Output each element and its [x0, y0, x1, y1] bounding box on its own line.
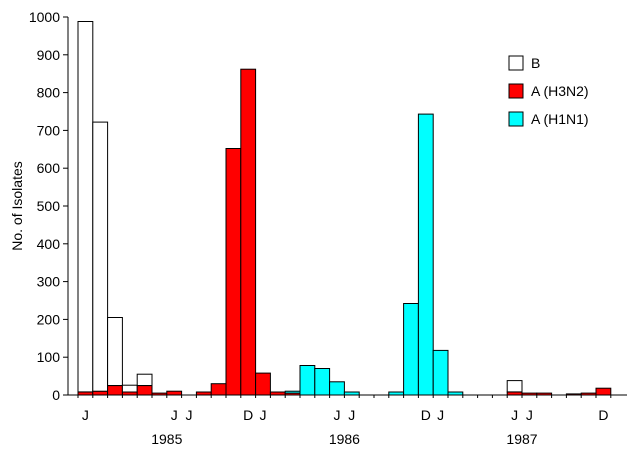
bar-a-h3n2-6	[166, 390, 183, 396]
bar-a-h1n1-17	[329, 381, 345, 396]
x-month-label: J	[186, 407, 193, 423]
bar-a-h3n2-4	[136, 385, 153, 396]
legend-swatch	[508, 83, 524, 99]
y-tick-label: 800	[37, 85, 61, 101]
legend-label: A (H1N1)	[531, 111, 589, 127]
bar-a-h1n1-15	[299, 365, 316, 396]
y-tick-label: 100	[37, 349, 61, 365]
x-month-label: J	[334, 407, 341, 423]
y-tick-label: 600	[37, 160, 61, 176]
bar-a-h3n2-10	[225, 148, 242, 396]
y-tick-label: 500	[37, 198, 61, 214]
x-month-label: J	[82, 407, 89, 423]
y-tick-label: 900	[37, 47, 61, 63]
bar-a-h3n2-2	[107, 385, 123, 396]
bars-group	[77, 21, 612, 396]
x-year-label: 1986	[329, 431, 360, 447]
bar-a-h3n2-35	[595, 387, 612, 396]
y-tick-label: 1000	[29, 9, 60, 25]
bar-a-h3n2-9	[210, 383, 227, 396]
x-year-label: 1987	[506, 431, 537, 447]
legend: B A (H3N2) A (H1N1)	[508, 55, 589, 127]
y-tick-label: 200	[37, 311, 61, 327]
y-tick-label: 700	[37, 122, 61, 138]
bar-a-h3n2-12	[255, 372, 271, 396]
bar-a-h1n1-22	[403, 303, 419, 396]
bar-b-29	[506, 380, 523, 393]
bar-b-2	[107, 317, 123, 386]
bar-b-4	[136, 373, 153, 387]
legend-swatch	[508, 111, 524, 127]
x-month-label: J	[437, 407, 444, 423]
x-month-label: J	[526, 407, 533, 423]
bar-b-3	[121, 384, 138, 393]
x-month-label: D	[243, 407, 253, 423]
legend-swatch	[508, 55, 524, 71]
x-month-label: J	[511, 407, 518, 423]
x-month-label: D	[421, 407, 431, 423]
bar-a-h3n2-1	[92, 390, 109, 396]
bar-a-h1n1-14	[284, 390, 301, 394]
bar-a-h3n2-11	[240, 68, 257, 396]
legend-label: B	[531, 55, 540, 71]
bar-a-h1n1-24	[432, 349, 449, 396]
bar-b-0	[77, 21, 94, 393]
legend-label: A (H3N2)	[531, 83, 589, 99]
y-tick-label: 0	[52, 387, 60, 403]
y-axis-label: No. of Isolates	[9, 161, 25, 251]
bar-a-h1n1-23	[417, 113, 434, 396]
x-month-label: J	[260, 407, 267, 423]
bar-a-h1n1-16	[314, 368, 331, 396]
y-tick-label: 400	[37, 236, 61, 252]
x-month-label: J	[348, 407, 355, 423]
x-year-label: 1985	[151, 431, 182, 447]
y-tick-label: 300	[37, 274, 61, 290]
bar-b-1	[92, 121, 109, 392]
x-month-label: J	[171, 407, 178, 423]
x-month-label: D	[598, 407, 608, 423]
